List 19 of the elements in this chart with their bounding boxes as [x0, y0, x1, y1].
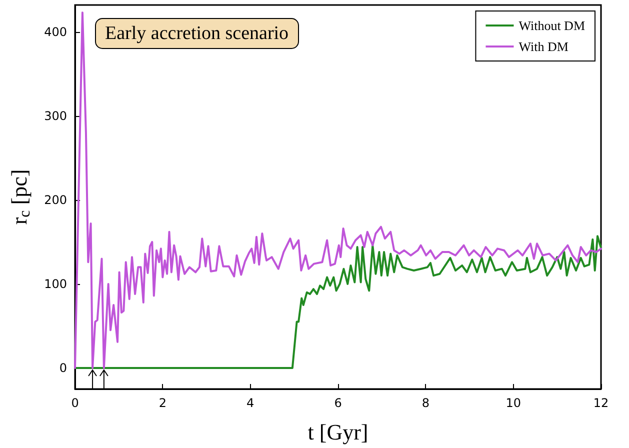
line-series — [74, 235, 602, 369]
y-tick-label: 0 — [59, 360, 67, 375]
y-tick-label: 300 — [44, 108, 67, 123]
x-tick-label: 10 — [506, 396, 521, 410]
x-tick-label: 8 — [422, 396, 430, 410]
y-tick-label: 200 — [44, 192, 67, 207]
x-tick-label: 6 — [334, 396, 342, 410]
legend-label: Without DM — [518, 18, 586, 33]
y-axis-title: rc [pc] — [6, 169, 34, 225]
x-tick-label: 12 — [593, 396, 609, 410]
legend-label: With DM — [518, 39, 569, 54]
y-tick-label: 400 — [44, 24, 67, 39]
x-tick-label: 4 — [246, 396, 254, 410]
line-series — [74, 12, 602, 369]
y-tick-label: 100 — [44, 276, 67, 291]
x-axis-title: t [Gyr] — [308, 420, 368, 444]
x-tick-label: 2 — [158, 396, 166, 410]
x-tick-label: 0 — [71, 396, 79, 410]
text: Early accretion scenario — [105, 23, 289, 44]
